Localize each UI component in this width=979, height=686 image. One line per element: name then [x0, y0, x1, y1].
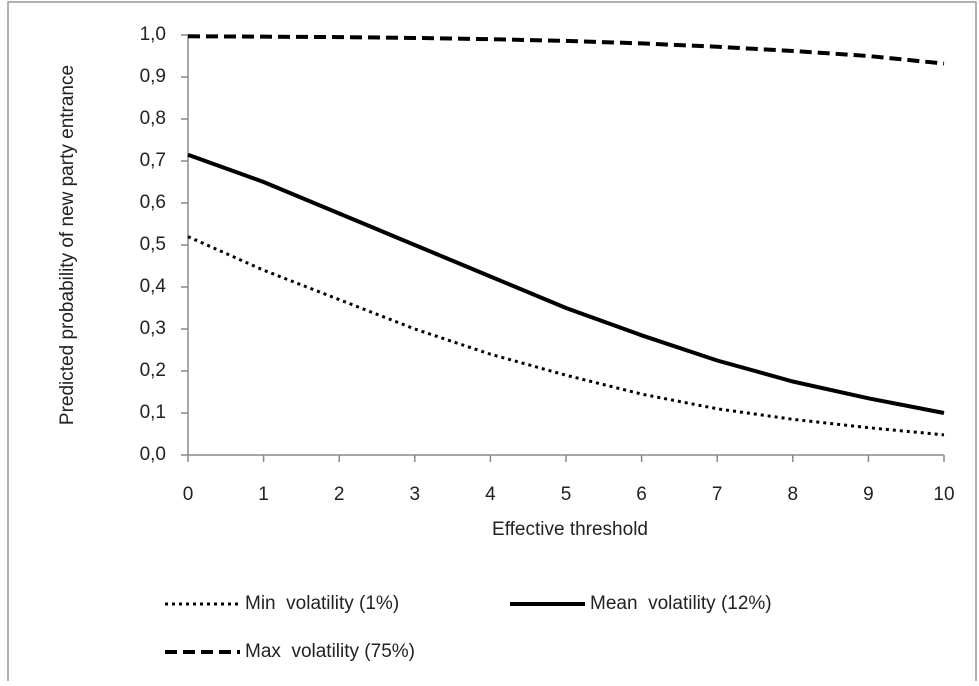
y-tick-label: 0,0	[140, 444, 166, 465]
x-tick-label: 1	[258, 484, 269, 505]
legend-label: Max volatility (75%)	[245, 641, 415, 662]
x-tick-label: 8	[788, 484, 799, 505]
x-tick-label: 6	[636, 484, 647, 505]
legend-label: Mean volatility (12%)	[590, 593, 772, 614]
x-tick-label: 0	[183, 484, 194, 505]
x-tick-label: 2	[334, 484, 345, 505]
x-tick-label: 5	[561, 484, 572, 505]
y-tick-label: 0,6	[140, 192, 166, 213]
line-series	[187, 34, 945, 66]
x-tick-label: 3	[410, 484, 421, 505]
y-tick-label: 0,4	[140, 276, 167, 297]
y-tick-label: 0,2	[140, 360, 166, 381]
x-tick-label: 7	[712, 484, 723, 505]
y-tick-label: 0,5	[140, 234, 166, 255]
y-tick-label: 0,9	[140, 66, 166, 87]
y-tick-label: 0,1	[140, 402, 166, 423]
y-tick-label: 1,0	[140, 24, 166, 45]
x-tick-label: 4	[485, 484, 496, 505]
y-tick-label: 0,3	[140, 318, 166, 339]
line-series	[187, 152, 945, 415]
x-tick-label: 10	[933, 484, 954, 505]
y-tick-label: 0,8	[140, 108, 166, 129]
line-series	[187, 235, 945, 437]
y-tick-label: 0,7	[140, 150, 166, 171]
frame	[7, 1, 977, 681]
y-axis-label: Predicted probability of new party entra…	[57, 65, 78, 425]
x-axis-label: Effective threshold	[492, 519, 648, 540]
x-tick-label: 9	[863, 484, 874, 505]
legend-label: Min volatility (1%)	[245, 593, 399, 614]
